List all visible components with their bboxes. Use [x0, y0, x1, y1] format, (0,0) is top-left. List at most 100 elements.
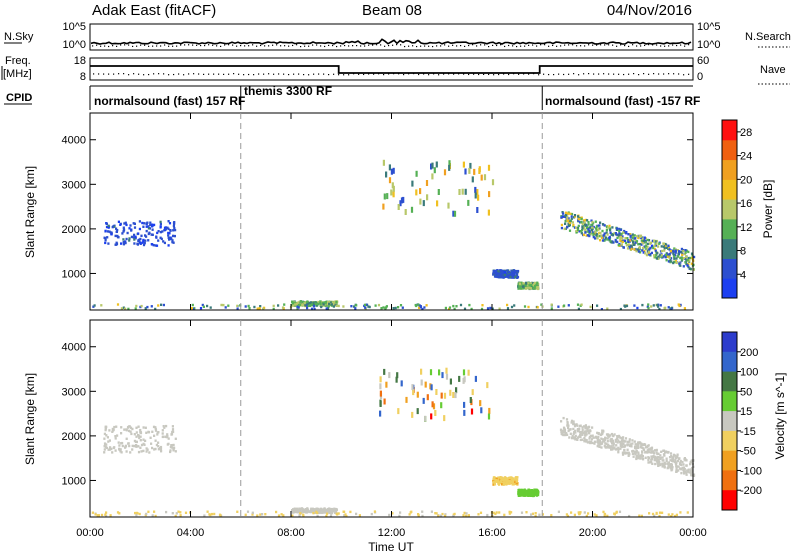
nsearch-point [396, 44, 398, 46]
data-cell [144, 307, 147, 310]
data-cell [299, 509, 302, 512]
data-cell [653, 449, 656, 452]
data-cell [209, 306, 212, 309]
data-cell [634, 446, 637, 450]
data-cell [667, 306, 670, 309]
data-cell [678, 250, 681, 253]
nsearch-point [416, 45, 418, 48]
nsearch-point [264, 45, 266, 47]
colorbar-tick-label: -50 [740, 446, 756, 458]
data-cell [291, 514, 294, 517]
data-cell [506, 269, 509, 272]
data-cell [576, 303, 580, 306]
data-cell [173, 234, 176, 238]
data-cell [570, 212, 574, 216]
data-cell [145, 222, 148, 225]
data-cell [129, 426, 133, 429]
data-cell [122, 228, 126, 231]
data-cell [114, 437, 117, 440]
data-cell [527, 494, 530, 497]
data-cell [586, 427, 589, 431]
data-cell [575, 437, 578, 440]
data-cell [115, 425, 118, 428]
nave-point [163, 73, 165, 75]
nave-point [338, 74, 340, 76]
data-cell [115, 242, 119, 245]
data-cell [609, 229, 612, 232]
data-cell [656, 252, 659, 255]
data-cell [602, 234, 605, 237]
data-cell [326, 512, 329, 515]
data-cell [121, 232, 124, 235]
nave-point [108, 73, 110, 75]
data-cell [159, 220, 162, 224]
nave-point [318, 73, 320, 75]
data-cell [614, 232, 617, 235]
data-cell [612, 444, 615, 447]
nave-point [128, 74, 130, 76]
data-cell [434, 512, 437, 515]
nsearch-tick-bottom: 10^0 [697, 39, 721, 51]
data-cell [619, 307, 622, 311]
data-cell [637, 451, 640, 454]
data-cell [430, 163, 433, 170]
data-cell [632, 241, 635, 244]
data-cell [119, 223, 122, 226]
data-cell [516, 476, 519, 479]
data-cell [355, 512, 358, 516]
data-cell [161, 429, 164, 432]
data-cell [619, 238, 622, 241]
data-cell [644, 252, 647, 255]
data-cell [690, 471, 693, 475]
data-cell [515, 482, 518, 485]
data-cell [683, 467, 686, 471]
data-cell [151, 446, 154, 450]
nave-point [373, 73, 375, 75]
data-cell [510, 270, 514, 273]
data-cell [525, 511, 528, 514]
cpid-row: CPID normalsound (fast) 157 RF themis 33… [4, 84, 700, 110]
data-cell [464, 514, 468, 518]
data-cell [687, 265, 690, 269]
nave-point [408, 73, 410, 75]
data-cell [583, 511, 586, 514]
data-cell [335, 304, 338, 307]
data-cell [513, 304, 516, 307]
data-cell [343, 514, 346, 517]
data-cell [507, 275, 510, 279]
data-cell [591, 426, 594, 429]
nave-point [553, 73, 555, 76]
data-cell [563, 427, 566, 430]
data-cell [159, 236, 162, 239]
ytick-label: 1000 [62, 475, 86, 487]
data-cell [159, 447, 163, 451]
data-cell [679, 256, 682, 260]
data-cell [114, 234, 117, 238]
data-cell [655, 257, 659, 260]
data-cell [471, 176, 474, 183]
data-cell [566, 216, 569, 219]
nsearch-point [112, 45, 114, 47]
nsearch-point [600, 44, 602, 46]
data-cell [133, 226, 137, 229]
data-cell [574, 434, 577, 438]
data-cell [534, 514, 537, 518]
data-cell [399, 511, 402, 514]
data-cell [561, 433, 564, 436]
data-cell [566, 514, 570, 518]
data-cell [445, 373, 449, 380]
data-cell [557, 510, 560, 513]
data-cell [573, 513, 576, 517]
data-cell [136, 242, 139, 245]
data-cell [125, 429, 128, 432]
colorbar-swatch [722, 218, 737, 240]
data-cell [100, 304, 103, 307]
data-cell [589, 434, 593, 438]
data-cell [167, 236, 170, 239]
data-cell [162, 303, 165, 307]
nsearch-point [256, 45, 258, 47]
data-cell [382, 159, 385, 166]
